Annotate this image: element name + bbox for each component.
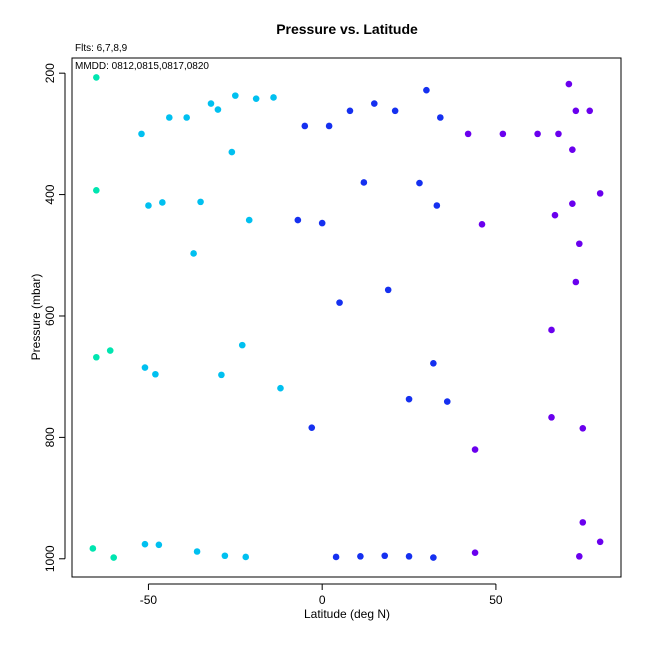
x-axis: -50 0 50 (140, 583, 503, 607)
data-point (214, 106, 222, 113)
data-point (478, 221, 486, 228)
data-point (301, 122, 309, 130)
x-tick-label: 50 (489, 593, 503, 607)
data-point (551, 211, 559, 219)
dates-annotation: MMDD: 0812,0815,0817,0820 (75, 61, 209, 72)
data-point (145, 202, 152, 209)
data-point (357, 553, 364, 560)
data-point (141, 540, 149, 548)
data-point (277, 384, 284, 392)
y-axis: 200 400 600 800 1000 (43, 63, 66, 572)
data-point (242, 553, 250, 561)
x-tick-label: 0 (319, 593, 326, 607)
plot-frame (71, 57, 622, 578)
data-point (579, 424, 587, 432)
data-point (245, 216, 253, 224)
data-point (596, 538, 604, 546)
data-point (437, 114, 444, 121)
data-point (471, 549, 479, 557)
data-point (308, 424, 316, 431)
data-point (93, 74, 100, 81)
data-point (391, 107, 399, 115)
data-point (443, 398, 451, 405)
data-point (384, 286, 392, 294)
data-point (165, 114, 173, 121)
data-point (572, 278, 580, 286)
data-point (548, 414, 555, 421)
data-point (569, 200, 576, 207)
data-point (93, 187, 100, 194)
data-point (110, 554, 117, 561)
x-axis-label: Latitude (deg N) (304, 607, 390, 621)
data-point (405, 553, 413, 560)
data-point (221, 552, 229, 560)
data-point (423, 86, 430, 94)
y-tick-label: 200 (43, 63, 57, 83)
data-point (360, 179, 368, 186)
data-point (430, 554, 437, 561)
data-point (555, 130, 562, 138)
data-point (565, 80, 573, 88)
data-point (569, 146, 576, 153)
y-axis-label: Pressure (mbar) (29, 274, 43, 361)
data-point (318, 219, 326, 227)
data-point (207, 100, 215, 107)
y-tick-label: 1000 (43, 545, 57, 572)
data-point (270, 94, 277, 101)
data-point (238, 341, 246, 349)
data-point (159, 199, 166, 206)
data-point (197, 198, 204, 206)
data-point (332, 553, 340, 561)
y-tick-label: 800 (43, 427, 57, 447)
data-point (93, 353, 100, 361)
data-point (548, 326, 555, 334)
data-point (141, 364, 149, 371)
data-point (576, 553, 583, 560)
data-point (190, 250, 197, 257)
data-point (336, 299, 343, 306)
data-point (381, 552, 389, 560)
data-point (138, 130, 145, 138)
chart-title: Pressure vs. Latitude (276, 21, 418, 37)
data-point (193, 548, 201, 555)
data-point (218, 371, 225, 379)
data-point (586, 107, 594, 115)
data-point (106, 347, 114, 354)
data-point (152, 370, 159, 378)
data-point (499, 130, 507, 138)
data-point (576, 240, 583, 248)
data-points (89, 74, 604, 561)
data-point (430, 360, 437, 367)
data-point (596, 190, 604, 197)
data-point (464, 130, 472, 138)
data-point (471, 446, 479, 453)
data-point (89, 545, 97, 552)
y-tick-label: 600 (43, 306, 57, 326)
data-point (370, 100, 378, 107)
data-point (252, 95, 260, 102)
data-point (416, 179, 423, 187)
data-point (294, 216, 302, 224)
data-point (572, 107, 580, 115)
data-point (155, 541, 163, 549)
y-tick-label: 400 (43, 184, 57, 204)
data-point (534, 130, 541, 138)
data-point (579, 519, 587, 526)
data-point (183, 114, 190, 121)
data-point (346, 107, 354, 115)
data-point (228, 148, 236, 156)
data-point (232, 92, 239, 99)
data-point (433, 202, 441, 209)
flights-annotation: Flts: 6,7,8,9 (75, 43, 128, 54)
x-tick-label: -50 (140, 593, 158, 607)
data-point (325, 122, 333, 130)
data-point (405, 395, 413, 403)
